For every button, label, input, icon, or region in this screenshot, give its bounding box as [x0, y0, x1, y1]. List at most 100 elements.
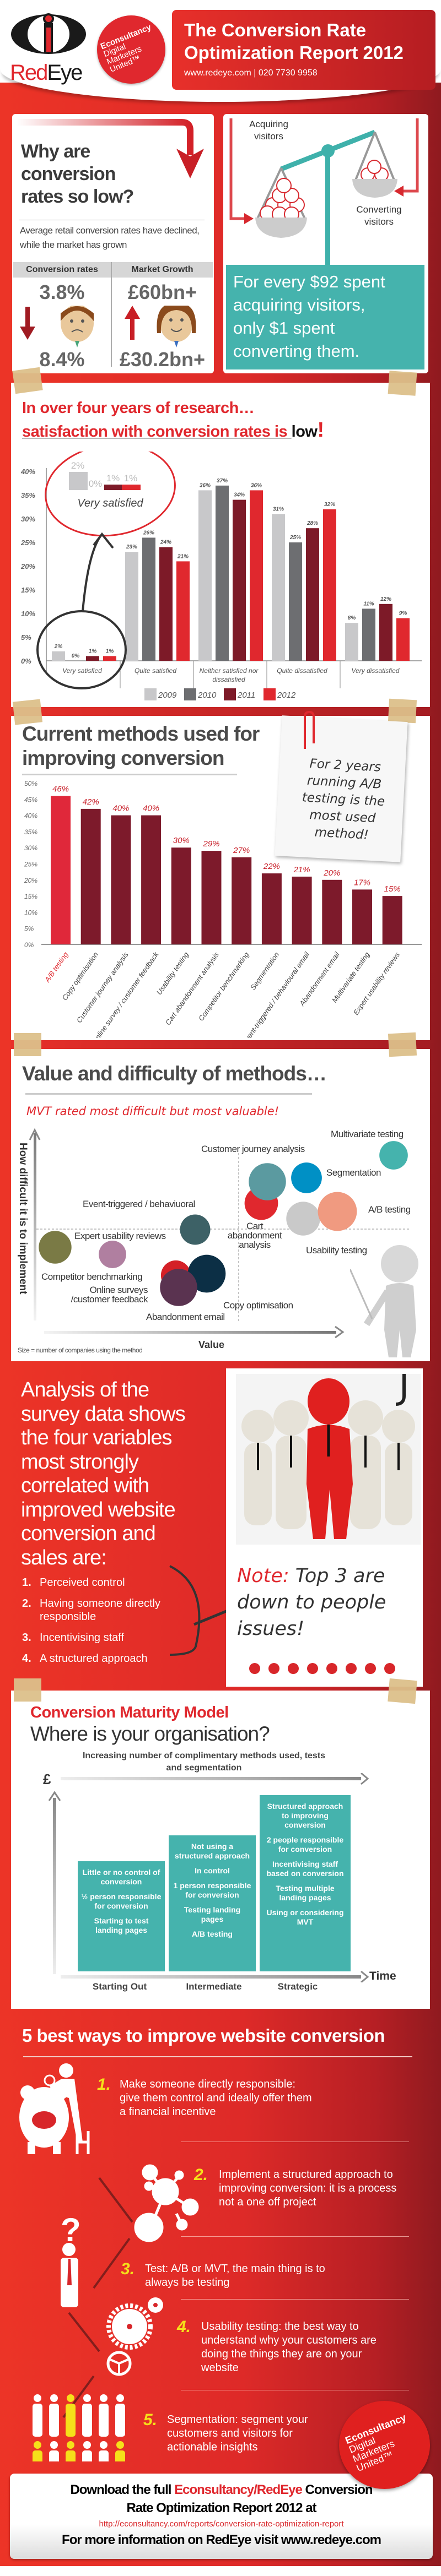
callout-bar — [122, 485, 141, 490]
redeye-logo[interactable]: RedEye — [10, 12, 87, 89]
person-icon — [82, 2450, 92, 2461]
econsultancy-badge-footer[interactable]: Econsultancy Digital Marketers United™ — [339, 2401, 430, 2489]
person-icon — [83, 2394, 91, 2402]
person-icon — [116, 2441, 124, 2449]
econsultancy-badge[interactable]: Econsultancy Digital Marketers United™ — [97, 15, 165, 84]
person-icon — [67, 2441, 74, 2449]
best-ways-icons: ? — [19, 2063, 199, 2461]
bubble — [286, 1202, 320, 1236]
bubble — [187, 1254, 226, 1293]
callout-value: 1% — [106, 473, 120, 483]
bubble-label-line: Customer journey analysis — [201, 1144, 305, 1154]
list-item: 4. A structured approach — [22, 1653, 148, 1665]
bar-2009 — [198, 490, 212, 661]
redeye-link[interactable]: For more information on RedEye visit www… — [62, 2532, 381, 2547]
time-axis-label: Time — [369, 1970, 396, 1982]
category-label-line: Very dissatisfied — [352, 667, 400, 675]
bubble-label-line: Event-triggered / behaviuoral — [83, 1199, 195, 1209]
bar-value-label: 1% — [106, 648, 114, 654]
stage-point: A/B testing — [192, 1930, 233, 1938]
happy-face-icon — [157, 306, 196, 347]
y-axis-label: How difficult it is to implement — [17, 1143, 29, 1295]
best-way-text: Usability testing: the best way to under… — [201, 2320, 377, 2374]
bar-2010 — [289, 542, 302, 661]
presenter-figure-icon — [350, 1245, 418, 1357]
analysis-line: sales are: — [21, 1546, 107, 1569]
y-tick-label: 20% — [20, 562, 35, 570]
category-label: Neither satisfied nor dissatisfied — [200, 667, 259, 683]
balance-scale-illustration — [229, 118, 419, 265]
method-value-label: 20% — [323, 868, 340, 878]
paperclip-icon — [304, 710, 315, 749]
method-value-label: 40% — [143, 804, 159, 813]
legend-swatch — [263, 688, 276, 700]
tape-decoration — [14, 1033, 41, 1056]
eye-icon — [11, 13, 86, 54]
bar-2010 — [216, 485, 229, 661]
tape-decoration — [388, 698, 417, 724]
statement-line: only $1 spent — [233, 318, 335, 338]
spend-statement: For every $92 spent acquiring visitors, … — [226, 265, 424, 369]
y-tick-label: 15% — [21, 586, 35, 594]
maturity-stage-box: Structured approach to improving convers… — [260, 1795, 351, 1971]
pointer-arrow — [82, 532, 114, 612]
bar-2012 — [250, 490, 263, 661]
maturity-top-axis-label: Increasing number of complimentary metho… — [82, 1751, 326, 1773]
bar-value-label: 36% — [200, 482, 211, 488]
method-category-label: A/B testing — [43, 950, 70, 984]
stage-point: Testing multiple landing pages — [276, 1884, 335, 1902]
bubble-label-line: A/B testing — [368, 1204, 411, 1215]
x-axis — [44, 1331, 336, 1334]
callout-bar — [69, 472, 88, 490]
satisfaction-bar-chart: 0%5%10%15%20%25%30%35%40%2%0%1% 1%Very sa… — [20, 452, 422, 700]
y-tick-label: 0% — [24, 941, 34, 949]
svg-text:?: ? — [61, 2211, 81, 2248]
analysis-line: most strongly — [21, 1450, 139, 1474]
y-tick-label: 5% — [21, 633, 31, 642]
person-icon — [34, 2394, 41, 2402]
market-growth-earlier: £30.2bn+ — [119, 348, 206, 371]
maturity-stage-label: Strategic — [277, 1981, 318, 1992]
method-category-label: Cart abandonment analysis — [164, 950, 220, 1027]
ab-note-paper: For 2 years running A/B testing is the m… — [275, 715, 408, 862]
bubble — [318, 1192, 357, 1231]
stage-point: Not using a structured approach — [174, 1842, 250, 1860]
tape-decoration — [12, 367, 43, 394]
report-title-line1: The Conversion Rate — [184, 20, 367, 40]
value-subtitle: MVT rated most difficult but most valuab… — [26, 1105, 279, 1118]
bubble-label-line: Abandonment email — [146, 1312, 225, 1322]
value-difficulty-bubble-chart: Multivariate testing Customer journey ana… — [29, 1128, 411, 1339]
leader-figures-illustration — [236, 1374, 421, 1545]
callout-value: 0% — [89, 479, 103, 489]
y-tick-label: 10% — [24, 909, 37, 916]
bar-2009 — [272, 514, 285, 661]
bubble — [291, 1162, 322, 1193]
bubble-label-line: Segmentation — [326, 1167, 381, 1178]
bar-2009 — [52, 651, 65, 661]
conversion-rate-2012: 3.8% — [39, 281, 85, 303]
method-bar — [111, 815, 131, 944]
people-note: Note: Top 3 are down to people issues! — [237, 1563, 419, 1642]
analysis-line: improved website — [21, 1498, 176, 1521]
bubble-label-line: Expert usability reviews — [74, 1231, 166, 1241]
method-bar — [201, 851, 222, 944]
contact-info[interactable]: www.redeye.com | 020 7730 9958 — [184, 68, 318, 78]
bar-2012 — [103, 656, 116, 661]
y-axis-arrow — [29, 1128, 41, 1140]
method-bar — [80, 808, 101, 944]
red-leader-figure — [306, 1378, 353, 1539]
statement-line: acquiring visitors, — [233, 295, 365, 314]
bar-value-label: 24% — [160, 540, 171, 546]
faces-illustration — [20, 306, 196, 347]
bar-value-label: 8% — [348, 615, 356, 621]
stage-point: Using or considering MVT — [266, 1908, 344, 1926]
bar-2011 — [233, 499, 246, 661]
y-tick-label: 5% — [24, 925, 34, 933]
bubble-label: Multivariate testing — [331, 1129, 404, 1139]
satisfaction-title: In over four years of research… satisfac… — [22, 397, 324, 443]
footer-line2: Rate Optimization Report 2012 at — [126, 2501, 316, 2515]
person-icon — [49, 2450, 59, 2461]
report-link[interactable]: http://econsultancy.com/reports/conversi… — [99, 2519, 344, 2529]
bubble-label: Cart abandonment analysis — [228, 1221, 282, 1250]
market-growth-2012: £60bn+ — [127, 281, 197, 303]
